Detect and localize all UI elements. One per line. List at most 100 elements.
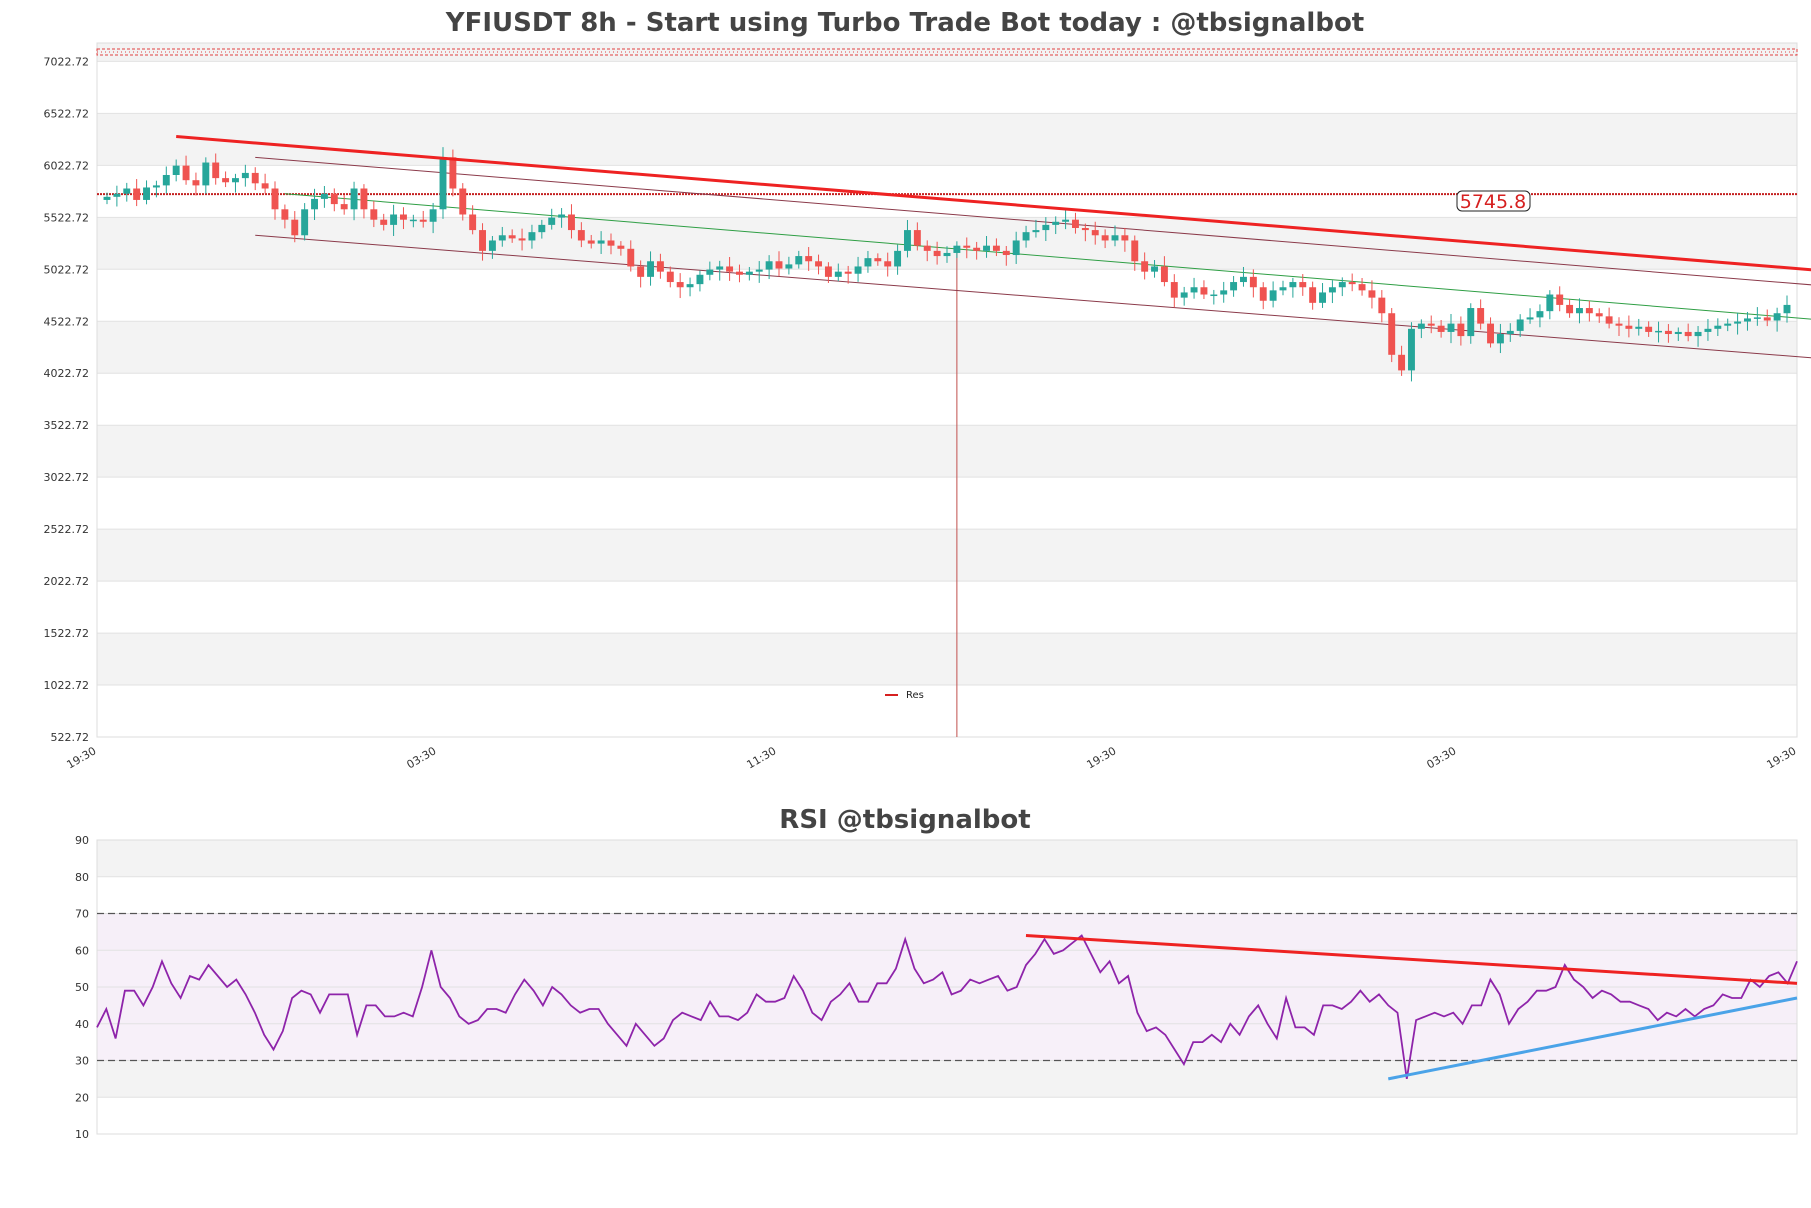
plot-frame	[96, 42, 1798, 738]
candle-body	[1319, 292, 1326, 303]
rsi-band	[97, 840, 1797, 877]
candle-body	[1299, 282, 1307, 288]
candle-body	[1655, 330, 1662, 333]
candle-body	[1753, 317, 1761, 319]
candle-body	[1328, 287, 1336, 293]
candle-body	[1783, 304, 1791, 314]
candle-body	[1556, 294, 1564, 305]
candle-body	[419, 219, 427, 222]
candle-body	[1259, 287, 1267, 301]
candle-body	[508, 235, 516, 239]
y-tick-label: 2022.72	[44, 575, 90, 588]
candle-body	[152, 185, 160, 188]
candle-body	[1427, 323, 1435, 326]
legend: Res	[885, 690, 924, 701]
candle-body	[1378, 297, 1386, 314]
candle-body	[162, 174, 170, 186]
rsi-line	[96, 934, 1798, 1080]
candle-body	[1151, 266, 1158, 272]
candle-body	[1180, 292, 1188, 298]
candle-body	[518, 238, 526, 241]
y-tick-label: 3522.72	[44, 419, 90, 432]
candle-body	[479, 230, 486, 251]
candle-body	[291, 219, 299, 236]
candle-body	[350, 188, 358, 210]
candle-body	[182, 165, 190, 181]
candle-body	[686, 284, 694, 288]
candle-body	[577, 230, 585, 241]
y-tick-label: 6022.72	[44, 159, 90, 172]
candle-body	[1111, 235, 1119, 241]
candle-body	[1101, 235, 1109, 241]
candle-body	[1408, 328, 1415, 371]
plot-band	[97, 529, 1797, 582]
candle-body	[894, 250, 902, 267]
candle-body	[844, 271, 852, 274]
candle-body	[755, 269, 763, 272]
rsi-frame	[96, 839, 1798, 1135]
candle-body	[1447, 323, 1455, 332]
candle-body	[340, 204, 348, 210]
candle-body	[1338, 282, 1346, 288]
candle-body	[1141, 261, 1149, 272]
candle-body	[261, 183, 269, 189]
candle-body	[281, 209, 289, 220]
candle-body	[311, 198, 318, 210]
candle-body	[202, 162, 210, 186]
candle-body	[212, 162, 220, 179]
rsi-support-trendline	[1387, 996, 1798, 1081]
candle-body	[488, 240, 496, 251]
candle-body	[1220, 290, 1228, 295]
candle-body	[301, 209, 309, 236]
candle-body	[380, 219, 388, 225]
candle-body	[528, 232, 536, 241]
candle-body	[706, 269, 714, 275]
candle-body	[1052, 221, 1060, 225]
candle-body	[1042, 224, 1050, 231]
candle-body	[1694, 331, 1702, 337]
rsi-y-tick-label: 50	[75, 981, 89, 994]
candle-body	[1674, 331, 1682, 335]
candle-body	[1249, 276, 1257, 288]
candle-body	[1763, 317, 1771, 321]
y-tick-label: 1022.72	[44, 679, 90, 692]
candle-body	[133, 188, 141, 200]
candle-body	[1358, 284, 1366, 291]
candle-body	[1091, 230, 1099, 236]
candle-body	[1022, 232, 1030, 241]
rsi-band	[97, 1060, 1797, 1098]
candle-body	[1576, 308, 1583, 314]
candle-body	[1585, 308, 1593, 314]
candle-body	[676, 282, 684, 288]
candle-body	[222, 178, 230, 183]
candle-body	[1160, 266, 1168, 283]
candle-body	[597, 240, 605, 244]
candle-body	[360, 188, 368, 210]
x-tick-label: 19:30	[65, 744, 99, 771]
candle-body	[1072, 219, 1079, 229]
candle-body	[538, 224, 546, 233]
candle-body	[627, 248, 635, 267]
candle-body	[103, 196, 111, 200]
rsi-chart-title: RSI @tbsignalbot	[779, 805, 1030, 835]
candle-body	[1744, 318, 1751, 322]
candle-body	[1279, 287, 1287, 291]
y-tick-label: 4022.72	[44, 367, 90, 380]
rsi-y-tick-label: 30	[75, 1055, 89, 1068]
candle-body	[745, 271, 753, 275]
channel-middle-line	[284, 193, 1811, 320]
candle-body	[923, 245, 931, 251]
candle-body	[913, 230, 921, 246]
y-tick-label: 2522.72	[44, 523, 90, 536]
x-tick-label: 11:30	[745, 744, 779, 771]
x-tick-label: 03:30	[1425, 744, 1459, 771]
candle-body	[1210, 294, 1218, 297]
candle-body	[439, 157, 447, 210]
candle-body	[320, 193, 328, 199]
x-tick-label: 03:30	[405, 744, 439, 771]
candle-body	[1081, 228, 1089, 231]
resistance-trendline	[176, 135, 1811, 272]
candle-body	[271, 188, 279, 210]
rsi-y-tick-label: 80	[75, 871, 89, 884]
candle-body	[805, 256, 813, 262]
